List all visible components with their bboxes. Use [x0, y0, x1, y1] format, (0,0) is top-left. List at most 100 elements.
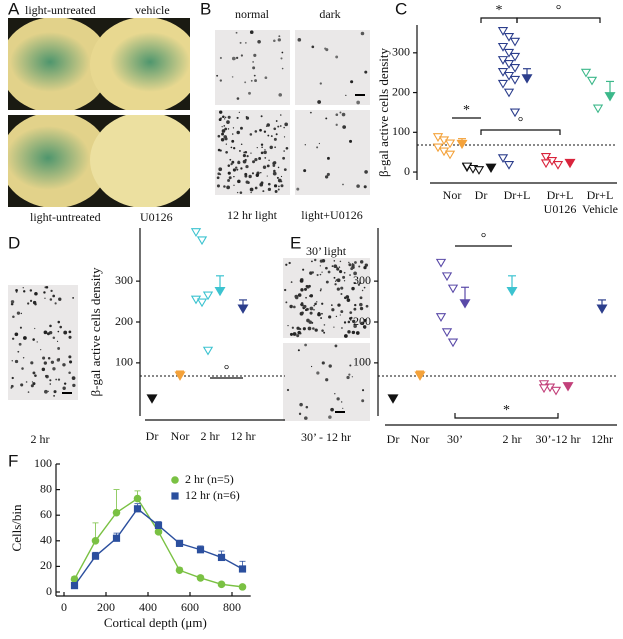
cell-dot: [305, 284, 309, 288]
cell-dot: [34, 291, 38, 296]
cell-dot: [348, 261, 350, 264]
cell-dot: [325, 280, 329, 284]
cell-dot: [248, 91, 251, 95]
cell-dot: [25, 381, 28, 383]
cell-dot: [280, 57, 283, 60]
cell-dot: [317, 312, 321, 317]
cell-dot: [339, 314, 341, 316]
data-point: [503, 160, 515, 170]
cell-dot: [23, 290, 26, 293]
image-label: light-untreated: [25, 3, 96, 17]
data-point: [91, 552, 100, 560]
x-tick-label: Dr+L: [587, 188, 614, 202]
cell-dot: [325, 117, 328, 120]
cell-dot: [325, 378, 329, 382]
cell-dot: [333, 276, 336, 279]
cell-dot: [282, 156, 286, 160]
y-tick-label: 200: [353, 314, 371, 328]
cell-dot: [250, 191, 252, 194]
data-point: [586, 76, 598, 86]
cell-dot: [328, 364, 332, 368]
cell-dot: [309, 294, 314, 298]
cell-dot: [330, 407, 334, 412]
cell-dot: [20, 383, 24, 387]
cell-dot: [255, 173, 259, 177]
cell-dot: [230, 162, 233, 166]
cell-dot: [44, 297, 46, 299]
cell-dot: [309, 311, 313, 315]
cell-dot: [284, 288, 287, 292]
cell-dot: [223, 125, 226, 127]
image-label: normal: [235, 7, 270, 21]
cell-dot: [272, 161, 277, 165]
cell-dot: [227, 171, 231, 175]
cell-dot: [57, 330, 60, 333]
cell-dot: [57, 320, 61, 324]
cell-dot: [277, 38, 281, 42]
data-point: [580, 68, 592, 78]
cell-dot: [279, 125, 282, 127]
y-axis-label: β-gal active cells density: [376, 48, 391, 177]
x-tick-label: Nor: [411, 432, 430, 446]
cell-dot: [272, 164, 276, 167]
cell-dot: [240, 143, 243, 146]
cell-dot: [358, 265, 361, 268]
cell-dot: [268, 159, 270, 162]
cell-dot: [335, 279, 338, 282]
cell-dot: [310, 365, 313, 368]
cell-dot: [68, 335, 72, 339]
cell-dot: [321, 312, 323, 315]
cell-dot: [294, 295, 298, 298]
cell-dot: [318, 142, 321, 145]
data-point: [444, 150, 456, 160]
cell-dot: [240, 126, 243, 130]
cell-dot: [288, 261, 291, 265]
cell-dot: [216, 184, 220, 188]
cell-dot: [283, 150, 285, 152]
y-tick-label: 100: [115, 355, 133, 369]
y-tick-label: 60: [40, 507, 52, 521]
cell-dot: [267, 182, 271, 186]
cell-dot: [46, 332, 50, 336]
significance-label: °: [224, 363, 230, 378]
cell-dot: [308, 284, 311, 288]
image-label: vehicle: [135, 3, 170, 17]
cell-dot: [273, 184, 278, 188]
cell-dot: [301, 311, 304, 315]
cell-dot: [286, 388, 290, 392]
data-point: [202, 291, 214, 301]
cell-dot: [259, 128, 262, 132]
cell-dot: [227, 115, 231, 119]
x-tick-label: 600: [181, 600, 199, 614]
cell-dot: [304, 287, 307, 291]
cell-dot: [32, 338, 35, 341]
cell-dot: [27, 302, 30, 305]
cell-dot: [363, 286, 366, 289]
x-tick-label: 30’-12 hr: [536, 432, 581, 446]
cell-dot: [280, 180, 283, 183]
cell-dot: [236, 116, 239, 120]
cell-dot: [279, 114, 282, 116]
cell-dot: [52, 367, 56, 371]
cell-dot: [291, 326, 294, 329]
cell-dot: [296, 334, 300, 338]
cell-dot: [273, 169, 276, 173]
cell-dot: [340, 292, 343, 296]
x-tick-label: Dr+L: [547, 188, 574, 202]
data-point: [447, 284, 459, 294]
cell-dot: [227, 128, 230, 130]
cell-dot: [250, 79, 253, 82]
image-label: dark: [319, 7, 340, 21]
cell-dot: [309, 306, 314, 311]
cell-dot: [56, 340, 59, 342]
panel-letter: D: [8, 233, 20, 252]
cell-dot: [319, 289, 322, 292]
y-tick-label: 100: [34, 456, 52, 470]
cell-dot: [19, 326, 22, 329]
cell-dot: [289, 304, 293, 309]
cell-dot: [352, 319, 356, 324]
cell-dot: [365, 304, 369, 308]
data-point: [509, 64, 521, 73]
cell-dot: [57, 378, 61, 381]
mean-marker: [174, 371, 186, 381]
